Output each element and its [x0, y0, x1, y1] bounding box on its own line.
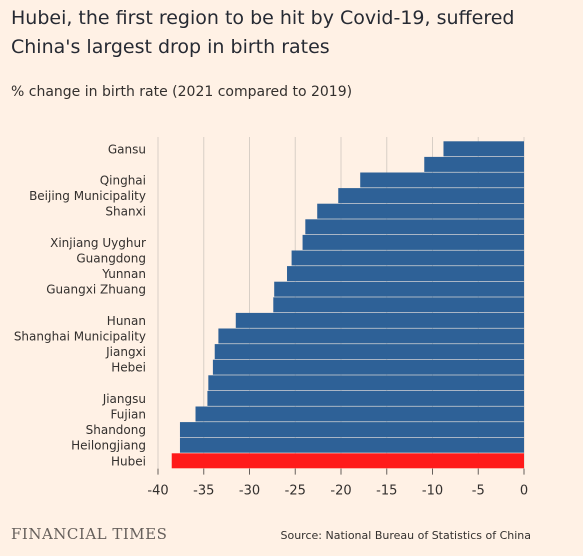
bar	[291, 250, 524, 266]
bar	[218, 328, 524, 344]
category-label: Fujian	[111, 408, 146, 422]
x-tick-label: -20	[330, 484, 351, 499]
bar-highlight	[171, 453, 524, 469]
category-label: Xinjiang Uyghur	[50, 236, 146, 250]
bar	[443, 141, 524, 157]
bar	[179, 422, 524, 438]
bar	[195, 406, 524, 422]
x-tick-label: -15	[376, 484, 397, 499]
x-axis-ticks: -40 -35 -30 -25 -20 -15 -10 -5 0	[147, 468, 528, 499]
x-tick-label: -40	[147, 484, 168, 499]
category-label: Hunan	[107, 314, 146, 328]
bar	[207, 390, 524, 406]
source-note: Source: National Bureau of Statistics of…	[280, 529, 532, 542]
category-label: Guangdong	[76, 252, 146, 266]
bar	[360, 172, 524, 188]
chart-title: Hubei, the first region to be hit by Cov…	[11, 7, 515, 58]
x-tick-label: 0	[520, 484, 528, 499]
chart-subtitle: % change in birth rate (2021 compared to…	[11, 84, 353, 100]
x-tick-label: -25	[285, 484, 306, 499]
bar	[208, 375, 524, 391]
category-label: Qinghai	[100, 174, 146, 188]
category-label: Hebei	[111, 361, 146, 375]
bar	[214, 344, 525, 360]
category-label: Heilongjiang	[71, 439, 146, 453]
x-tick-label: -30	[239, 484, 260, 499]
bar	[302, 234, 524, 250]
category-label: Jiangxi	[105, 345, 146, 359]
x-tick-label: -10	[422, 484, 443, 499]
category-label: Shanxi	[105, 205, 146, 219]
bars	[171, 141, 525, 469]
bar	[287, 266, 524, 282]
category-label: Beijing Municipality	[29, 189, 146, 203]
bar	[235, 312, 524, 328]
bar	[179, 437, 524, 453]
category-label: Hubei	[111, 454, 146, 468]
x-tick-label: -5	[472, 484, 485, 499]
category-label: Shanghai Municipality	[14, 330, 146, 344]
category-label: Gansu	[108, 142, 146, 156]
category-label: Yunnan	[101, 267, 146, 281]
category-label: Shandong	[86, 423, 146, 437]
bar	[274, 281, 524, 297]
brand-logo: FINANCIAL TIMES	[11, 525, 168, 543]
bar	[338, 188, 524, 204]
bar	[424, 156, 524, 172]
bar	[305, 219, 524, 235]
bar	[273, 297, 524, 313]
category-label: Jiangsu	[102, 392, 146, 406]
bar	[317, 203, 524, 219]
x-tick-label: -35	[193, 484, 214, 499]
bar	[212, 359, 524, 375]
category-label: Guangxi Zhuang	[46, 283, 146, 297]
